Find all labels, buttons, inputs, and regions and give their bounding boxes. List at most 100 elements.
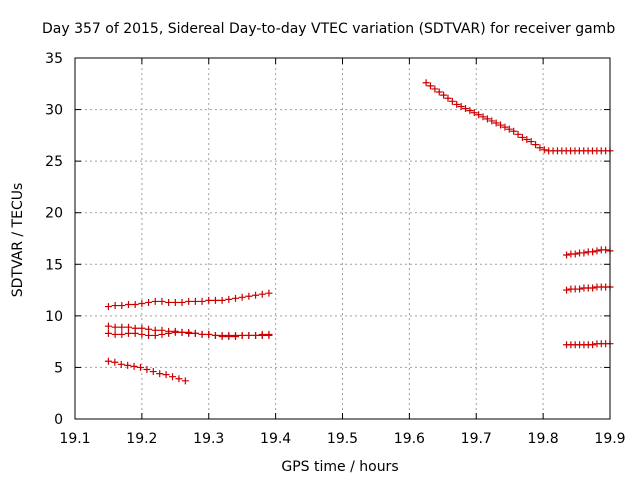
data-point (130, 362, 138, 370)
x-axis-label: GPS time / hours (281, 459, 398, 475)
axis-ticks: 19.1 19.2 19.3 19.4 19.5 19.6 19.7 19.8 19.9 0 5 10… (45, 51, 625, 447)
y-tick-label: 5 (54, 360, 63, 376)
data-point (431, 85, 439, 93)
data-point (589, 284, 597, 292)
data-point (580, 249, 588, 257)
data-point (265, 289, 273, 297)
data-point (435, 88, 443, 96)
data-point (162, 371, 170, 379)
data-point (191, 329, 199, 337)
data-point (178, 328, 186, 336)
grid (75, 58, 610, 419)
data-point (444, 94, 452, 102)
data-point (523, 135, 531, 143)
data-point (124, 361, 132, 369)
y-tick-label: 25 (45, 154, 63, 170)
data-point (111, 330, 119, 338)
data-point (440, 91, 448, 99)
y-axis-label: SDTVAR / TECUs (10, 183, 26, 298)
y-tick-label: 15 (45, 257, 63, 273)
data-point (205, 330, 213, 338)
data-point (178, 298, 186, 306)
data-point (470, 109, 478, 117)
plot-frame (74, 57, 611, 420)
data-point (111, 302, 119, 310)
data-point (158, 297, 166, 305)
data-point (589, 248, 597, 256)
y-tick-label: 35 (45, 51, 63, 67)
series-track-1 (104, 289, 273, 311)
x-tick-label: 19.3 (193, 431, 224, 447)
data-point (536, 144, 544, 152)
data-point (185, 297, 193, 305)
data-point (171, 328, 179, 336)
data-point (488, 117, 496, 125)
data-point (138, 330, 146, 338)
data-point (118, 323, 126, 331)
data-points (104, 79, 614, 385)
data-point (138, 324, 146, 332)
data-point (232, 294, 239, 302)
data-point (527, 138, 535, 146)
data-point (593, 247, 601, 255)
data-point (165, 329, 173, 337)
data-point (118, 302, 126, 310)
data-point (232, 332, 239, 340)
data-point (225, 332, 233, 340)
data-point (492, 119, 500, 127)
data-point (426, 82, 434, 90)
data-point (602, 246, 610, 254)
data-point (181, 377, 189, 385)
data-point (518, 133, 526, 141)
data-point (138, 299, 146, 307)
data-point (245, 331, 253, 339)
x-tick-label: 19.1 (59, 431, 90, 447)
data-point (198, 330, 206, 338)
data-point (422, 79, 430, 87)
data-point (111, 358, 119, 366)
data-point (258, 290, 266, 298)
data-point (563, 286, 571, 294)
x-tick-label: 19.5 (327, 431, 358, 447)
data-point (125, 323, 132, 331)
data-point (198, 297, 206, 305)
data-point (158, 330, 166, 338)
data-point (466, 107, 474, 115)
data-point (252, 291, 260, 299)
data-point (169, 373, 177, 381)
data-point (532, 141, 540, 149)
data-point (151, 331, 159, 339)
data-point (104, 322, 112, 330)
data-point (505, 125, 513, 133)
data-point (265, 330, 273, 338)
data-point (448, 97, 456, 105)
data-point (225, 295, 233, 303)
y-tick-label: 10 (45, 309, 63, 325)
data-point (165, 298, 173, 306)
data-point (483, 115, 491, 123)
data-point (125, 329, 132, 337)
data-point (145, 325, 153, 333)
series-track-6 (563, 246, 614, 259)
data-point (125, 301, 132, 309)
data-point (479, 113, 487, 121)
data-point (514, 130, 522, 138)
data-point (117, 360, 125, 368)
data-point (185, 328, 193, 336)
data-point (171, 298, 179, 306)
chart-title: Day 357 of 2015, Sidereal Day-to-day VTE… (42, 21, 615, 37)
data-point (252, 331, 260, 339)
data-point (462, 105, 470, 113)
x-tick-label: 19.8 (528, 431, 559, 447)
x-tick-label: 19.9 (594, 431, 625, 447)
data-point (589, 341, 597, 349)
data-point (238, 293, 246, 301)
data-point (149, 368, 157, 376)
series-track-8 (563, 340, 614, 349)
data-point (576, 285, 584, 293)
data-point (218, 296, 226, 304)
data-point (145, 331, 153, 339)
data-point (510, 127, 518, 135)
x-tick-label: 19.7 (461, 431, 492, 447)
